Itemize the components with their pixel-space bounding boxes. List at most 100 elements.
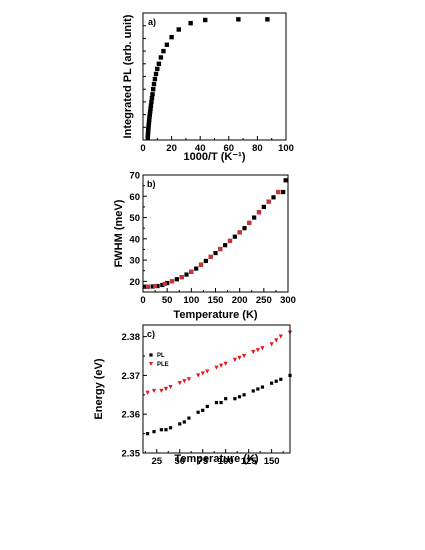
legend-marker-ple (149, 362, 153, 366)
x-tick-label: 0 (140, 143, 145, 154)
data-point-s0 (271, 195, 276, 200)
data-point-s1 (237, 230, 242, 235)
legend-marker-pl (149, 353, 153, 357)
panel-a-y-axis-title: Integrated PL (arb. unit) (122, 14, 134, 138)
panel-c-x-axis-title: Temperature (K) (174, 453, 258, 465)
data-point-s0 (156, 61, 162, 66)
x-tick-label: 75 (197, 456, 208, 467)
data-point-s0 (223, 243, 228, 248)
data-point-ple (251, 350, 256, 355)
data-point-s0 (155, 283, 160, 289)
data-point-s0 (146, 125, 151, 130)
panel-b-axes-frame (142, 174, 289, 293)
x-tick-label: 100 (218, 456, 234, 467)
data-point-s0 (153, 71, 159, 77)
data-point-s0 (145, 132, 151, 138)
data-point-s1 (169, 279, 175, 284)
data-point-s0 (146, 120, 152, 125)
y-tick-label: 40 (129, 234, 140, 245)
panel-c-axes-frame (142, 324, 291, 454)
data-point-ple (159, 388, 164, 394)
data-point-s0 (203, 258, 208, 264)
data-point-s0 (146, 127, 151, 133)
data-point-s0 (213, 250, 218, 256)
panel-c-label: c) (147, 329, 155, 339)
data-point-pl (164, 428, 168, 432)
x-tick-label: 125 (241, 456, 258, 467)
x-tick-label: 0 (140, 295, 145, 306)
panel-b-fwhm: 0 50 100 150 200 250 300 20 30 40 50 60 70 b) Temper… (113, 171, 296, 322)
y-tick-label: 70 (129, 171, 140, 182)
data-point-pl (270, 381, 274, 385)
panel-c-ticks: 25 50 75 100 125 150 2.35 2.36 2.37 2.38 (122, 332, 284, 467)
data-point-s0 (232, 234, 237, 239)
data-point-s0 (145, 135, 150, 140)
y-tick-label: 50 (129, 213, 140, 224)
data-point-s0 (169, 34, 174, 40)
data-point-ple (237, 355, 242, 361)
data-point-pl (159, 428, 163, 432)
x-tick-label: 250 (256, 295, 272, 306)
x-tick-label: 100 (278, 143, 294, 154)
data-point-s0 (149, 95, 155, 101)
data-point-s0 (147, 109, 153, 115)
data-point-s0 (151, 87, 156, 92)
data-point-pl (152, 430, 156, 434)
data-point-s0 (242, 226, 247, 231)
data-point-pl (233, 397, 237, 401)
data-point-s0 (188, 20, 193, 26)
data-point-s1 (145, 284, 150, 289)
data-point-pl (145, 432, 150, 436)
x-tick-label: 200 (232, 295, 248, 306)
data-point-s0 (165, 280, 170, 286)
data-point-s1 (276, 189, 281, 195)
x-tick-label: 50 (174, 456, 185, 467)
data-point-s0 (194, 266, 199, 271)
data-point-ple (151, 388, 157, 394)
data-point-ple (274, 338, 279, 343)
panel-a-ticks: 0 20 40 60 80 100 (140, 25, 294, 154)
data-point-pl (256, 387, 260, 391)
data-point-s0 (184, 272, 189, 277)
data-point-s0 (164, 42, 170, 47)
y-tick-label: 20 (129, 277, 140, 288)
data-point-s1 (152, 283, 158, 289)
legend-label-pl: PL (157, 353, 165, 359)
data-point-s0 (160, 282, 165, 288)
data-point-s0 (174, 277, 179, 282)
data-point-ple (163, 386, 169, 392)
data-point-pl (168, 426, 173, 430)
data-point-pl (279, 377, 283, 381)
data-point-pl (205, 404, 209, 409)
data-point-ple (200, 371, 205, 376)
data-point-ple (145, 390, 150, 395)
data-point-ple (186, 377, 192, 382)
data-point-s1 (162, 281, 167, 287)
data-point-pl (178, 422, 182, 426)
data-point-ple (260, 346, 265, 351)
data-point-s0 (281, 189, 286, 195)
panel-b-x-axis-title: Temperature (K) (173, 309, 257, 321)
data-point-s1 (256, 210, 262, 215)
data-point-s0 (261, 204, 266, 210)
panel-c-energy: 25 50 75 100 125 150 2.35 2.36 2.37 2.38 c) Tempe… (93, 324, 293, 467)
data-point-pl (187, 416, 191, 420)
panel-c-legend: PL PLE (149, 353, 169, 368)
data-point-ple (205, 369, 210, 374)
x-tick-label: 40 (195, 143, 206, 154)
y-tick-label: 2.38 (122, 332, 141, 343)
x-tick-label: 150 (208, 295, 224, 306)
data-point-pl (201, 408, 205, 412)
data-point-pl (182, 420, 186, 424)
data-point-pl (251, 389, 255, 393)
data-point-s0 (151, 81, 157, 87)
panel-a-axes-frame (142, 12, 287, 141)
x-tick-label: 50 (162, 295, 173, 306)
data-point-pl (214, 400, 219, 405)
data-point-s0 (147, 114, 152, 120)
x-tick-label: 150 (264, 456, 280, 467)
data-point-ple (223, 361, 228, 366)
data-point-s1 (198, 262, 204, 267)
data-point-s1 (227, 238, 233, 244)
